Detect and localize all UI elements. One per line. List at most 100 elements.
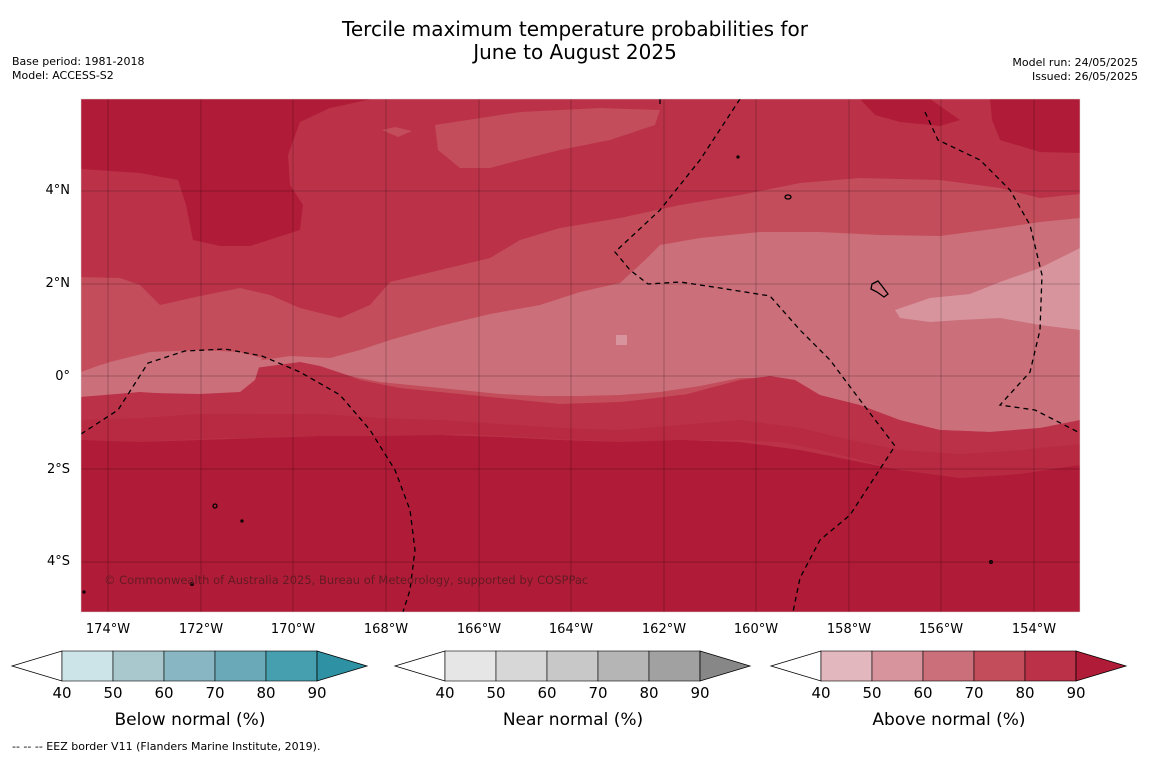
near-tick-70: 70 [588, 684, 608, 702]
below-tick-90: 90 [307, 684, 327, 702]
near-over-triangle [699, 650, 752, 682]
lon-label-172w: 172°W [178, 622, 224, 637]
eez-border-west [81, 348, 416, 612]
below-segment-50 [112, 650, 165, 682]
near-normal-title: Near normal (%) [502, 710, 644, 730]
map-title-line1: Tercile maximum temperature probabilitie… [342, 17, 808, 41]
lon-label-160w: 160°W [733, 622, 779, 637]
island-small-5 [82, 590, 86, 594]
above-tick-70: 70 [964, 684, 984, 702]
colorbar-graphic-below [10, 650, 369, 682]
band-west-40-50 [81, 350, 262, 397]
lat-label-2s: 2°S [46, 462, 70, 477]
near-under-triangle [393, 650, 446, 682]
issued-text: Issued: 26/05/2025 [1031, 70, 1138, 83]
lat-label-2n: 2°N [45, 276, 71, 291]
band-south-70-80 [81, 376, 1080, 452]
band-north-small-60-70 [382, 127, 412, 137]
below-segment-70 [214, 650, 267, 682]
meta-right: Model run: 24/05/2025 Issued: 26/05/2025 [1012, 56, 1138, 84]
lon-label-156w: 156°W [918, 622, 964, 637]
lon-label-168w: 168°W [363, 622, 409, 637]
lon-label-166w: 166°W [456, 622, 502, 637]
above-tick-90: 90 [1066, 684, 1086, 702]
copyright-credit: © Commonwealth of Australia 2025, Bureau… [104, 573, 589, 587]
lon-label-174w: 174°W [85, 622, 131, 637]
band-north-centre-60-70 [435, 108, 660, 168]
island-north [784, 194, 792, 200]
near-tick-50: 50 [486, 684, 506, 702]
eez-legend-footer: -- -- -- EEZ border V11 (Flanders Marine… [12, 740, 321, 753]
near-segment-40 [444, 650, 497, 682]
above-normal-title: Above normal (%) [872, 710, 1026, 730]
meta-left: Base period: 1981-2018 Model: ACCESS-S2 [12, 55, 144, 83]
map-field [81, 99, 1080, 612]
island-kiritimati [870, 280, 889, 298]
model-text: Model: ACCESS-S2 [12, 69, 114, 82]
below-segment-80 [265, 650, 318, 682]
above-over-triangle [1075, 650, 1128, 682]
island-small-1 [736, 155, 740, 159]
lat-label-4n: 4°N [45, 183, 71, 198]
above-tick-60: 60 [913, 684, 933, 702]
island-sw [212, 503, 218, 509]
lat-label-0: 0° [55, 369, 70, 384]
lon-label-154w: 154°W [1011, 622, 1057, 637]
island-small-2 [240, 519, 244, 523]
above-segment-80 [1024, 650, 1077, 682]
map-gridlines [81, 99, 1080, 612]
near-tick-80: 80 [639, 684, 659, 702]
above-under-triangle [769, 650, 822, 682]
lon-label-158w: 158°W [826, 622, 872, 637]
lon-label-162w: 162°W [641, 622, 687, 637]
map-title-line2: June to August 2025 [473, 40, 677, 64]
band-mid-50-60 [81, 218, 1080, 432]
lon-label-170w: 170°W [270, 622, 316, 637]
band-east-40-50 [895, 248, 1080, 330]
islands [82, 155, 993, 594]
near-tick-60: 60 [537, 684, 557, 702]
near-tick-40: 40 [435, 684, 455, 702]
below-tick-60: 60 [154, 684, 174, 702]
model-run-text: Model run: 24/05/2025 [1012, 56, 1138, 69]
below-over-triangle [316, 650, 369, 682]
near-tick-90: 90 [690, 684, 710, 702]
eez-borders [81, 99, 1079, 612]
band-south-red [81, 414, 1080, 478]
band-north-east-90 [860, 99, 960, 126]
above-segment-60 [922, 650, 975, 682]
colorbar-graphic-near [393, 650, 752, 682]
colorbar-graphic-above [769, 650, 1128, 682]
near-segment-60 [546, 650, 599, 682]
below-tick-80: 80 [256, 684, 276, 702]
lon-label-164w: 164°W [548, 622, 594, 637]
below-tick-40: 40 [52, 684, 72, 702]
map-title: Tercile maximum temperature probabilitie… [0, 18, 1150, 64]
below-segment-40 [61, 650, 114, 682]
near-segment-70 [597, 650, 650, 682]
band-far-east-90 [990, 99, 1080, 153]
map-frame [80, 98, 1081, 613]
above-tick-40: 40 [811, 684, 831, 702]
band-north-west-90 [81, 99, 372, 246]
below-tick-50: 50 [103, 684, 123, 702]
eez-border-east [924, 111, 1079, 433]
lat-label-4s: 4°S [46, 554, 70, 569]
below-segment-60 [163, 650, 216, 682]
island-small-4 [989, 560, 993, 564]
below-tick-70: 70 [205, 684, 225, 702]
below-normal-title: Below normal (%) [114, 710, 266, 730]
base-period-text: Base period: 1981-2018 [12, 55, 145, 68]
colorbars [10, 650, 1128, 682]
above-tick-80: 80 [1015, 684, 1035, 702]
band-south-90 [81, 435, 1080, 612]
near-segment-50 [495, 650, 548, 682]
eez-border-centre [614, 99, 896, 612]
above-tick-50: 50 [862, 684, 882, 702]
below-under-triangle [10, 650, 63, 682]
patch-center [616, 335, 627, 345]
above-segment-50 [871, 650, 924, 682]
above-segment-40 [820, 650, 873, 682]
near-segment-80 [648, 650, 701, 682]
